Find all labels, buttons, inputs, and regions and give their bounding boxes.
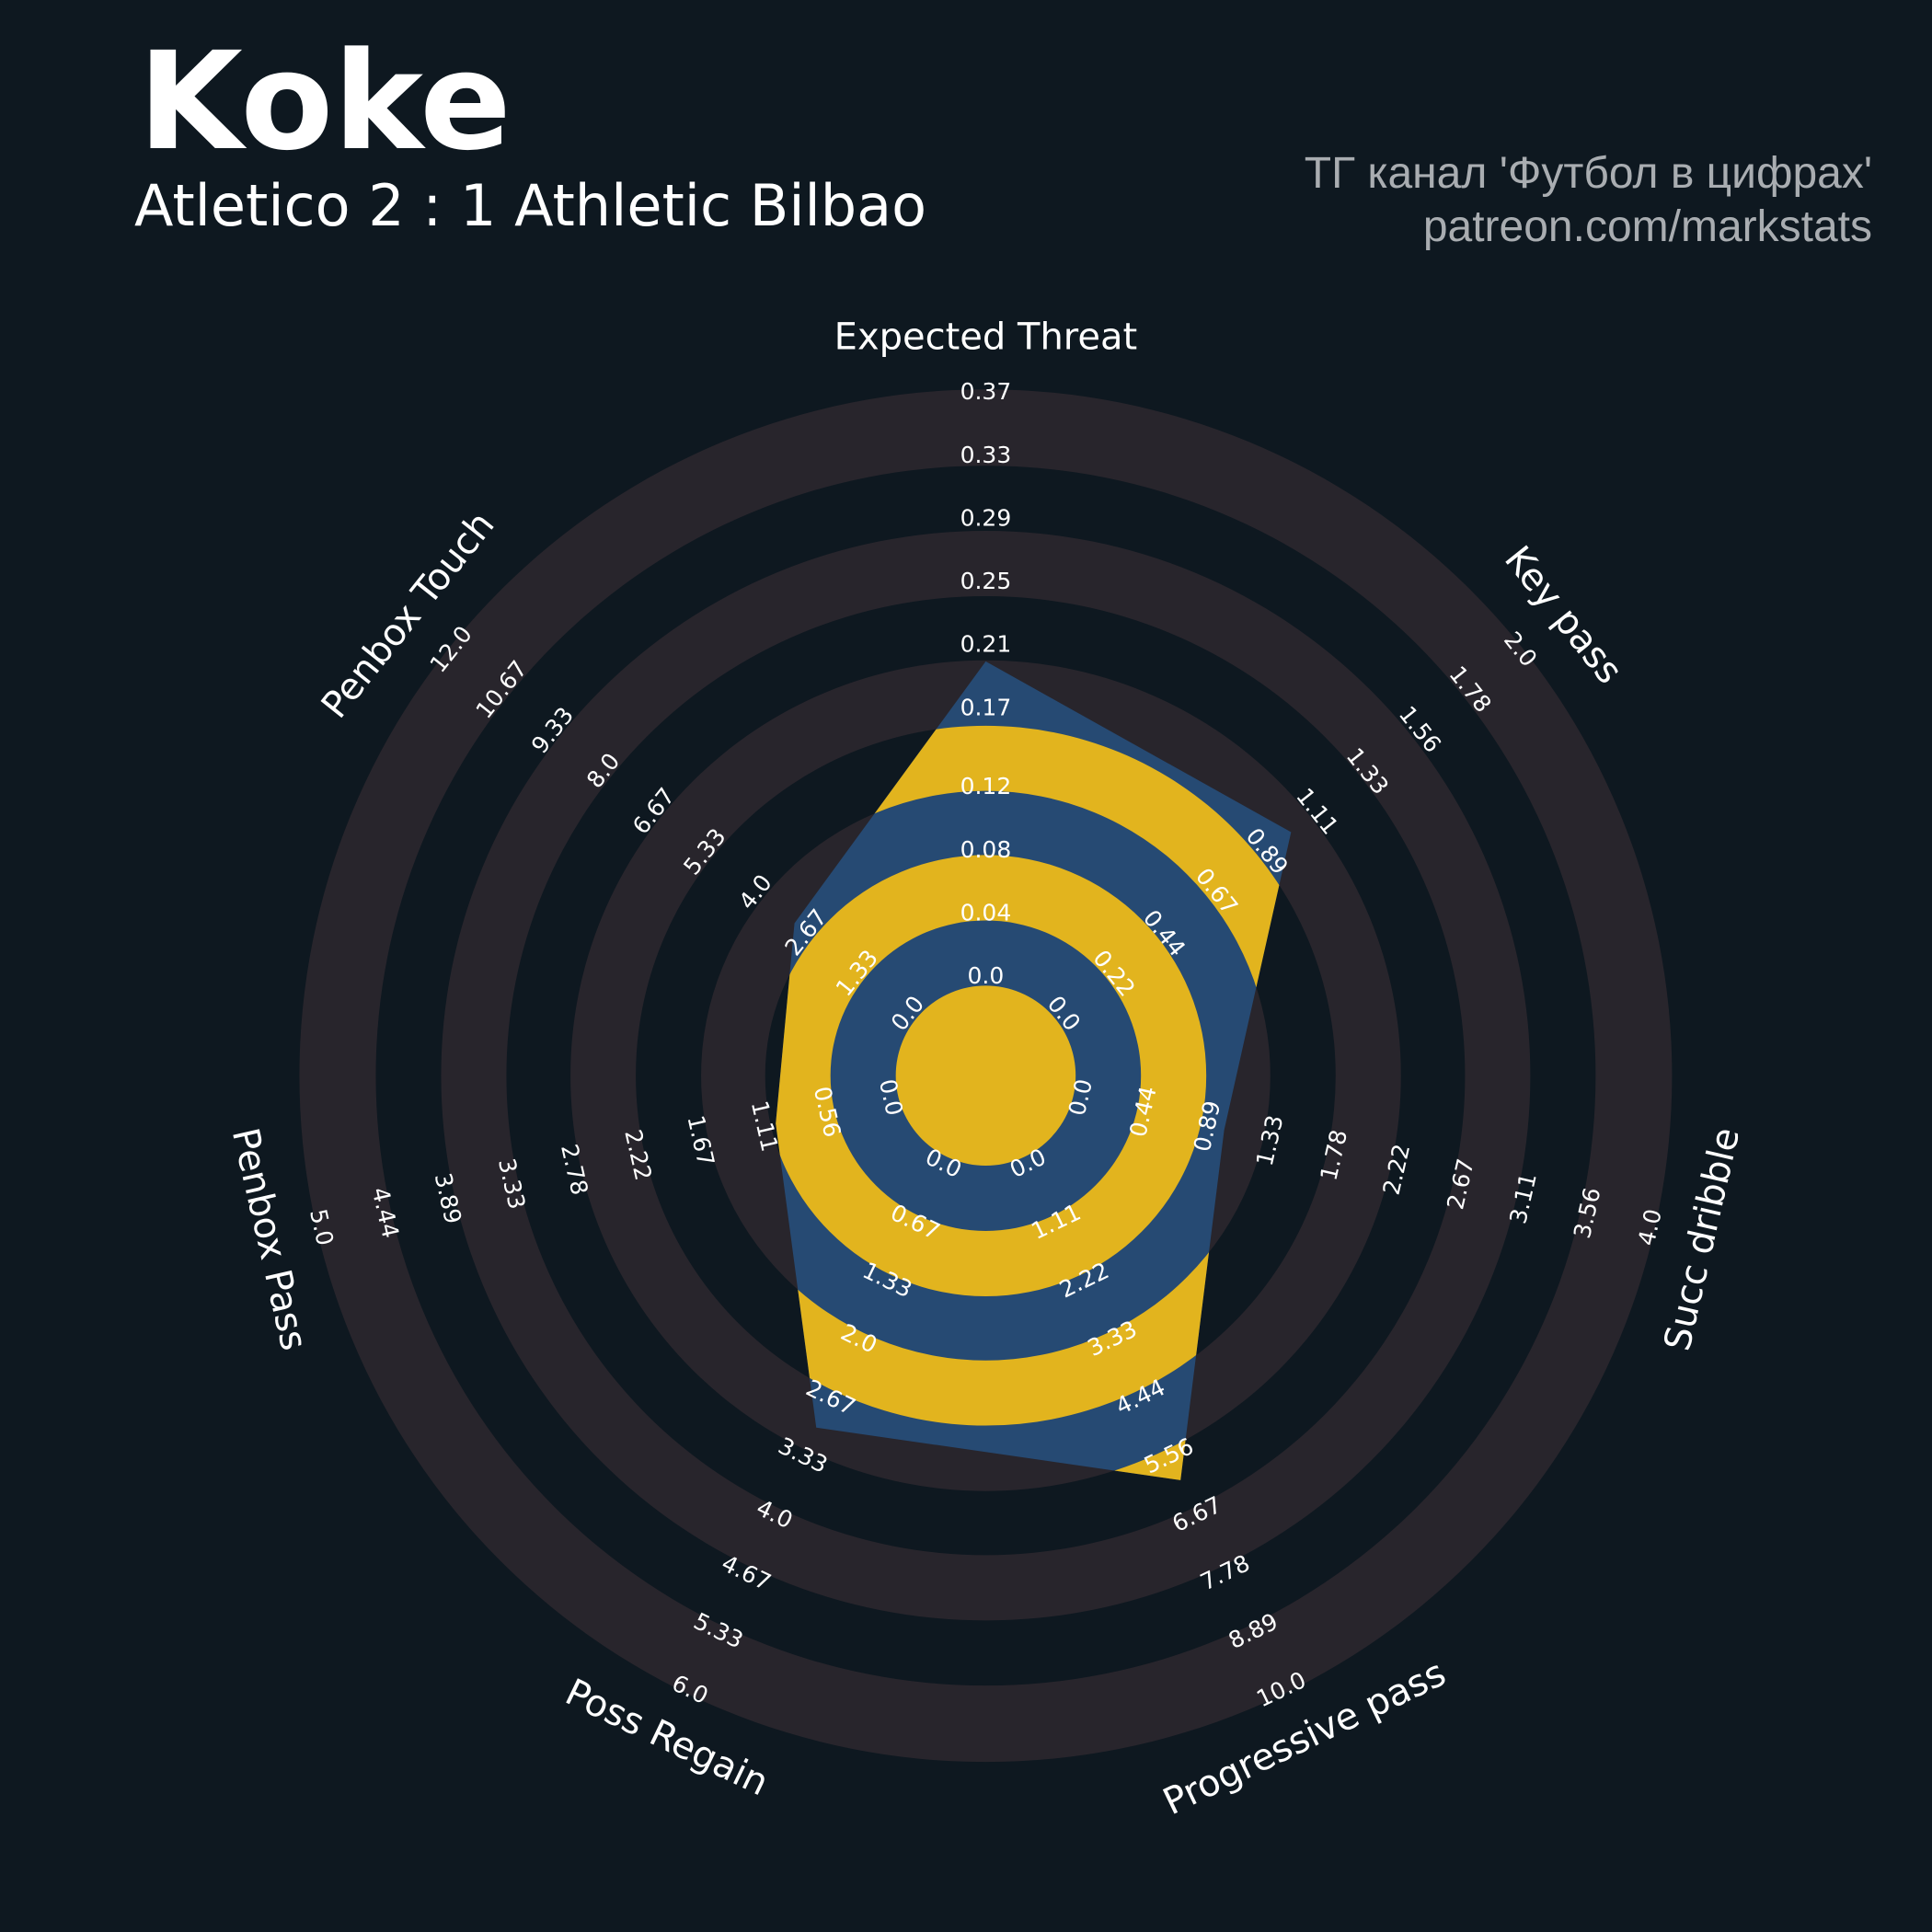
radar-ring [776, 855, 1207, 1296]
tick-label: 0.08 [960, 836, 1012, 863]
radar-rings [776, 661, 1292, 1480]
tick-label: 0.04 [960, 899, 1012, 926]
tick-label: 0.25 [960, 568, 1012, 594]
tick-label: 0.37 [960, 378, 1012, 405]
credit: ТГ канал 'Футбол в цифрах' [1305, 149, 1872, 198]
tick-label: 0.33 [960, 442, 1012, 468]
tick-label: 0.0 [968, 962, 1005, 989]
axis-label: Expected Threat [834, 316, 1138, 358]
chart-subtitle: Atletico 2 : 1 Athletic Bilbao [134, 172, 926, 239]
tick-label: 0.21 [960, 631, 1012, 658]
credit: patreon.com/markstats [1423, 202, 1872, 251]
radar-ring [895, 985, 1076, 1166]
tick-label: 0.17 [960, 694, 1012, 720]
chart-title: Koke [138, 23, 512, 180]
tick-label: 0.12 [960, 773, 1012, 799]
tick-label: 0.29 [960, 504, 1012, 531]
